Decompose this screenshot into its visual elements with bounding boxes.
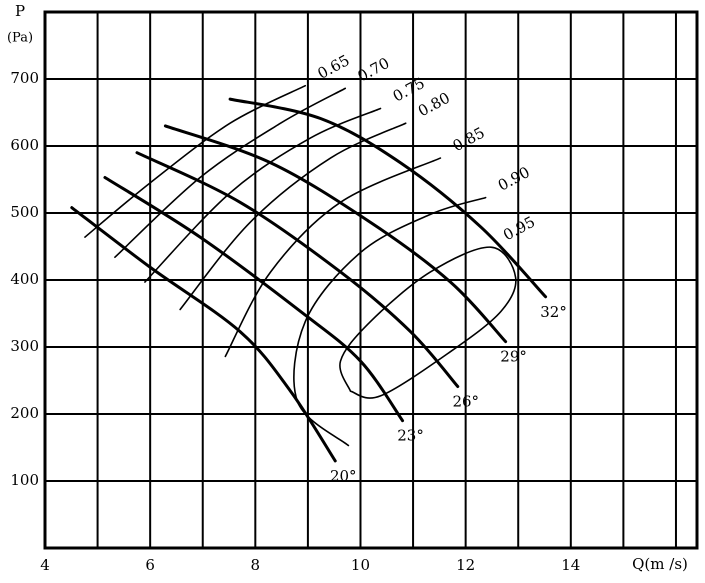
series-line [163, 124, 508, 344]
x-tick-label: 14 [561, 556, 580, 574]
x-axis-label: Q(m /s) [632, 555, 688, 573]
y-axis-unit: (Pa) [7, 31, 33, 46]
series-line [103, 175, 405, 423]
x-tick-label: 10 [351, 556, 370, 574]
y-tick-label: 300 [10, 337, 39, 355]
series-line [84, 84, 307, 238]
y-tick-label: 600 [10, 136, 39, 154]
series-line [224, 157, 442, 358]
series-line [179, 122, 407, 311]
x-tick-label: 12 [456, 556, 475, 574]
x-tick-label: 4 [40, 556, 50, 574]
y-tick-label: 500 [10, 203, 39, 221]
y-tick-label: 200 [10, 404, 39, 422]
series-line [114, 87, 347, 259]
series-label: 23° [397, 427, 424, 445]
series-line [144, 107, 382, 283]
series-label: 0.85 [450, 124, 488, 156]
plot-frame [43, 10, 699, 550]
series-line [228, 97, 548, 299]
y-tick-label: 100 [10, 471, 39, 489]
series-line [293, 196, 487, 447]
series-label: 26° [452, 393, 479, 411]
series-label: 20° [330, 467, 357, 485]
series-label: 0.90 [495, 163, 533, 195]
x-tick-label: 6 [145, 556, 155, 574]
series-label: 32° [540, 303, 567, 321]
series-line [339, 246, 517, 399]
y-tick-label: 400 [10, 270, 39, 288]
y-axis-symbol: P [15, 2, 25, 20]
series-line [135, 151, 460, 389]
series-label: 29° [500, 348, 527, 366]
x-tick-label: 8 [251, 556, 261, 574]
y-tick-label: 700 [10, 69, 39, 87]
